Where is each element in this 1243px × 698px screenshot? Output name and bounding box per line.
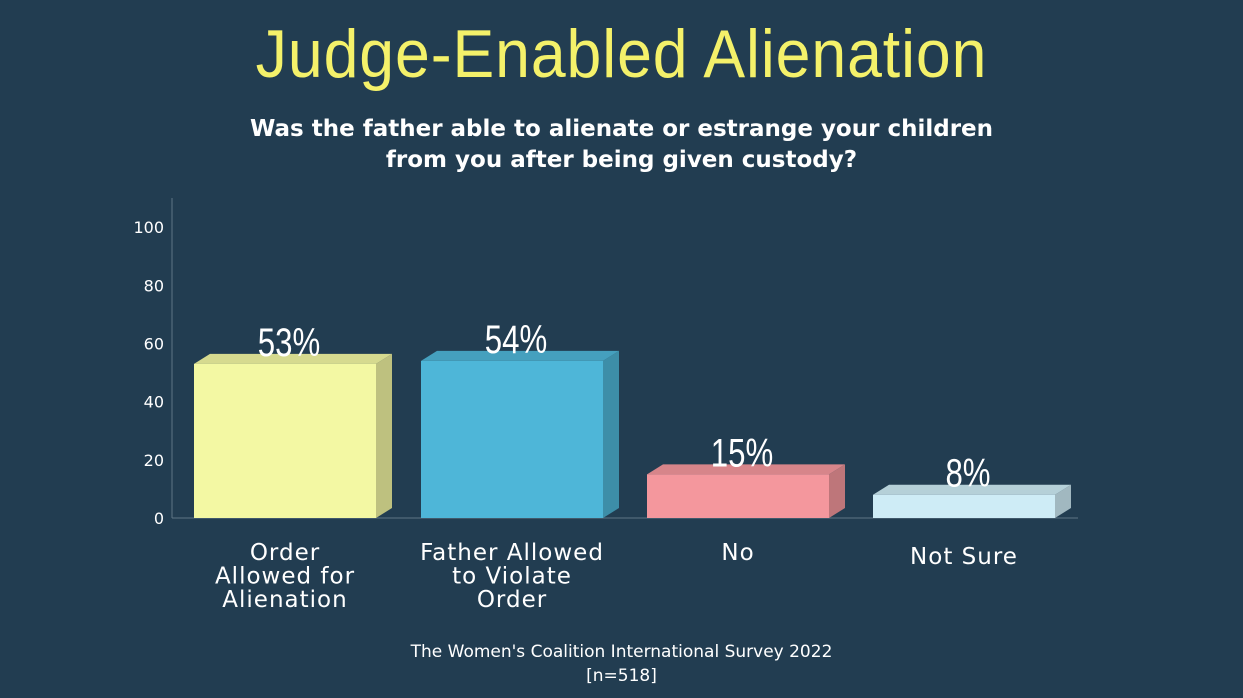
data-label-2: 15% xyxy=(711,431,773,476)
chart-title: Judge-Enabled Alienation xyxy=(255,16,988,92)
bar-top-2 xyxy=(647,464,845,475)
y-tick-label-80: 80 xyxy=(144,276,164,295)
y-tick-label-60: 60 xyxy=(144,334,164,353)
x-category-label-0-line-1: Allowed for xyxy=(215,564,355,590)
bar-top-0 xyxy=(194,353,392,364)
bar-top-1 xyxy=(421,350,619,361)
chart-subtitle-line-2: from you after being given custody? xyxy=(385,147,858,173)
x-category-label-0-line-2: Alienation xyxy=(222,587,347,613)
bar-side-0 xyxy=(376,353,392,518)
bar-3 xyxy=(873,494,1055,518)
x-category-label-1-line-2: Order xyxy=(477,587,547,613)
source-line-2: [n=518] xyxy=(586,666,657,686)
data-label-3: 8% xyxy=(945,451,990,496)
bar-side-2 xyxy=(829,464,845,518)
chart-subtitle: Was the father able to alienate or estra… xyxy=(0,114,1243,176)
bar-2 xyxy=(647,474,829,518)
y-tick-label-0: 0 xyxy=(154,509,164,528)
bar-0 xyxy=(194,363,376,518)
bar-side-1 xyxy=(603,350,619,518)
bar-side-3 xyxy=(1055,484,1071,518)
y-tick-label-20: 20 xyxy=(144,451,164,470)
y-tick-label-40: 40 xyxy=(144,393,164,412)
source-note: The Women's Coalition International Surv… xyxy=(0,640,1243,688)
y-tick-label-100: 100 xyxy=(133,218,164,237)
x-category-label-3-line-0: Not Sure xyxy=(910,544,1018,570)
bar-1 xyxy=(421,360,603,518)
data-label-0: 53% xyxy=(258,320,320,365)
chart-subtitle-line-1: Was the father able to alienate or estra… xyxy=(249,116,994,142)
x-category-label-2-line-0: No xyxy=(721,540,754,566)
source-line-1: The Women's Coalition International Surv… xyxy=(410,642,833,662)
x-category-label-1-line-1: to Violate xyxy=(452,564,572,590)
data-label-1: 54% xyxy=(485,317,547,362)
bar-top-3 xyxy=(873,484,1071,495)
x-category-label-0-line-0: Order xyxy=(250,540,320,566)
x-category-label-1-line-0: Father Allowed xyxy=(420,540,604,566)
